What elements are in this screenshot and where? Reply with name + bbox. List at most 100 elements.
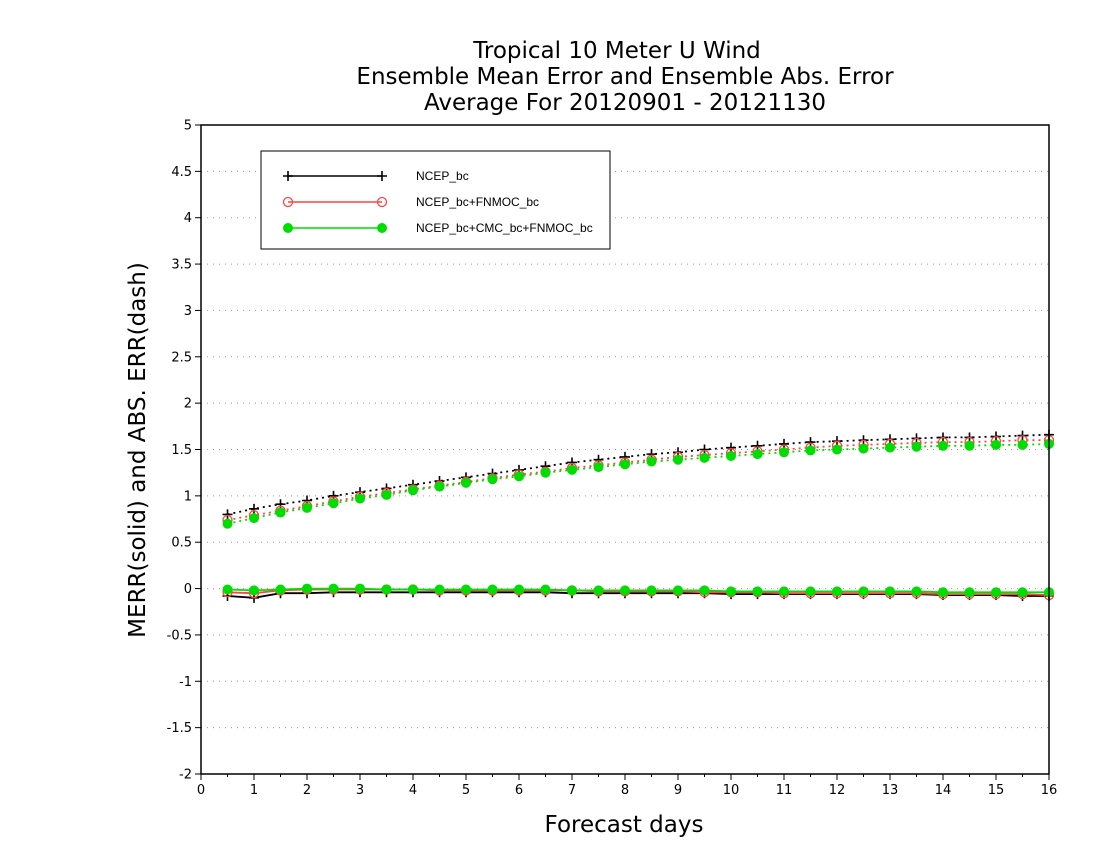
x-tick-label: 7 [568,783,576,798]
x-tick-label: 5 [462,783,470,798]
data-point [779,586,789,597]
data-point [699,444,710,455]
legend-label: NCEP_bc+CMC_bc+FNMOC_bc [416,221,593,235]
data-point [1017,439,1028,450]
series-plus [222,429,1054,603]
y-tick-label: 4.5 [171,165,192,180]
data-point [408,485,418,496]
data-point [805,586,816,597]
data-point [355,493,365,504]
series-layer [222,429,1055,603]
x-tick-label: 16 [1041,783,1058,798]
data-point [408,584,418,595]
x-tick-label: 0 [197,783,205,798]
data-point [726,442,736,453]
data-point [805,445,816,456]
data-point [620,585,630,596]
data-point [275,507,286,518]
x-axis: 0 1 2 3 4 5 6 7 8 9 10 11 12 13 14 15 16 [197,774,1057,798]
data-point [805,437,816,448]
x-tick-label: 4 [409,783,417,798]
data-point [885,442,895,453]
data-point [283,223,293,233]
y-tick-label: 5 [184,119,192,134]
data-point [567,585,577,596]
data-point [673,585,683,596]
chart-title-line-3: Average For 20120901 - 20121130 [424,90,826,116]
x-axis-label: Forecast days [545,812,704,838]
data-point [752,586,763,597]
data-point [991,587,1001,598]
data-point [461,584,471,595]
y-tick-label: -1 [179,675,192,690]
data-point [593,462,604,473]
data-point [832,586,842,597]
data-point [858,586,869,597]
legend-entry: NCEP_bc+FNMOC_bc [282,195,539,209]
data-point [434,481,445,492]
data-point [779,438,789,449]
gridlines [201,170,1049,729]
data-point [222,584,233,595]
data-point [726,586,736,597]
y-tick-label: 2 [184,397,192,412]
data-point [540,584,551,595]
data-point [646,456,657,467]
data-point [249,513,259,524]
y-tick-label: 4 [184,211,192,226]
data-point [377,223,387,233]
x-tick-label: 10 [723,783,740,798]
legend-label: NCEP_bc [416,169,469,183]
x-tick-label: 3 [356,783,364,798]
y-tick-label: 2.5 [171,350,192,365]
data-point [699,452,710,463]
data-point [646,585,657,596]
data-point [699,585,710,596]
data-point [487,474,498,485]
data-point [282,196,294,208]
data-point [302,502,312,513]
y-tick-label: 1.5 [171,443,192,458]
data-point [514,471,524,482]
legend-entry: NCEP_bc+CMC_bc+FNMOC_bc [283,221,593,235]
data-point [938,440,948,451]
data-point [249,585,259,596]
chart-title: Tropical 10 Meter U Wind Ensemble Mean E… [356,38,894,116]
data-point [381,489,392,500]
data-point [752,449,763,460]
y-tick-label: 3.5 [171,258,192,273]
y-tick-label: 0.5 [171,536,192,551]
data-point [911,441,922,452]
data-point [885,586,895,597]
data-point [567,464,577,475]
x-tick-label: 15 [988,783,1005,798]
data-point [275,499,286,510]
y-tick-label: -1.5 [167,721,192,736]
data-point [283,171,293,181]
data-point [858,443,869,454]
data-point [911,586,922,597]
data-point [249,503,259,514]
data-point [434,584,445,595]
data-point [620,459,630,470]
data-point [593,585,604,596]
x-tick-label: 6 [515,783,523,798]
data-point [328,498,339,509]
x-tick-label: 12 [829,783,846,798]
data-point [487,584,498,595]
y-axis: -2 -1.5 -1 -0.5 0 0.5 1 1.5 2 2.5 3 3.5 4 4.5 5 [167,119,201,783]
series-line-abs-err [227,439,1049,521]
data-point [355,583,365,594]
data-point [275,584,286,595]
series-open-circle [222,435,1055,601]
y-tick-label: 1 [184,489,192,504]
data-point [222,518,233,529]
data-point [938,587,948,598]
legend-label: NCEP_bc+FNMOC_bc [416,195,539,209]
data-point [376,196,388,208]
series-filled-circle [222,438,1054,598]
data-point [461,477,471,488]
data-point [381,584,392,595]
data-point [991,439,1001,450]
